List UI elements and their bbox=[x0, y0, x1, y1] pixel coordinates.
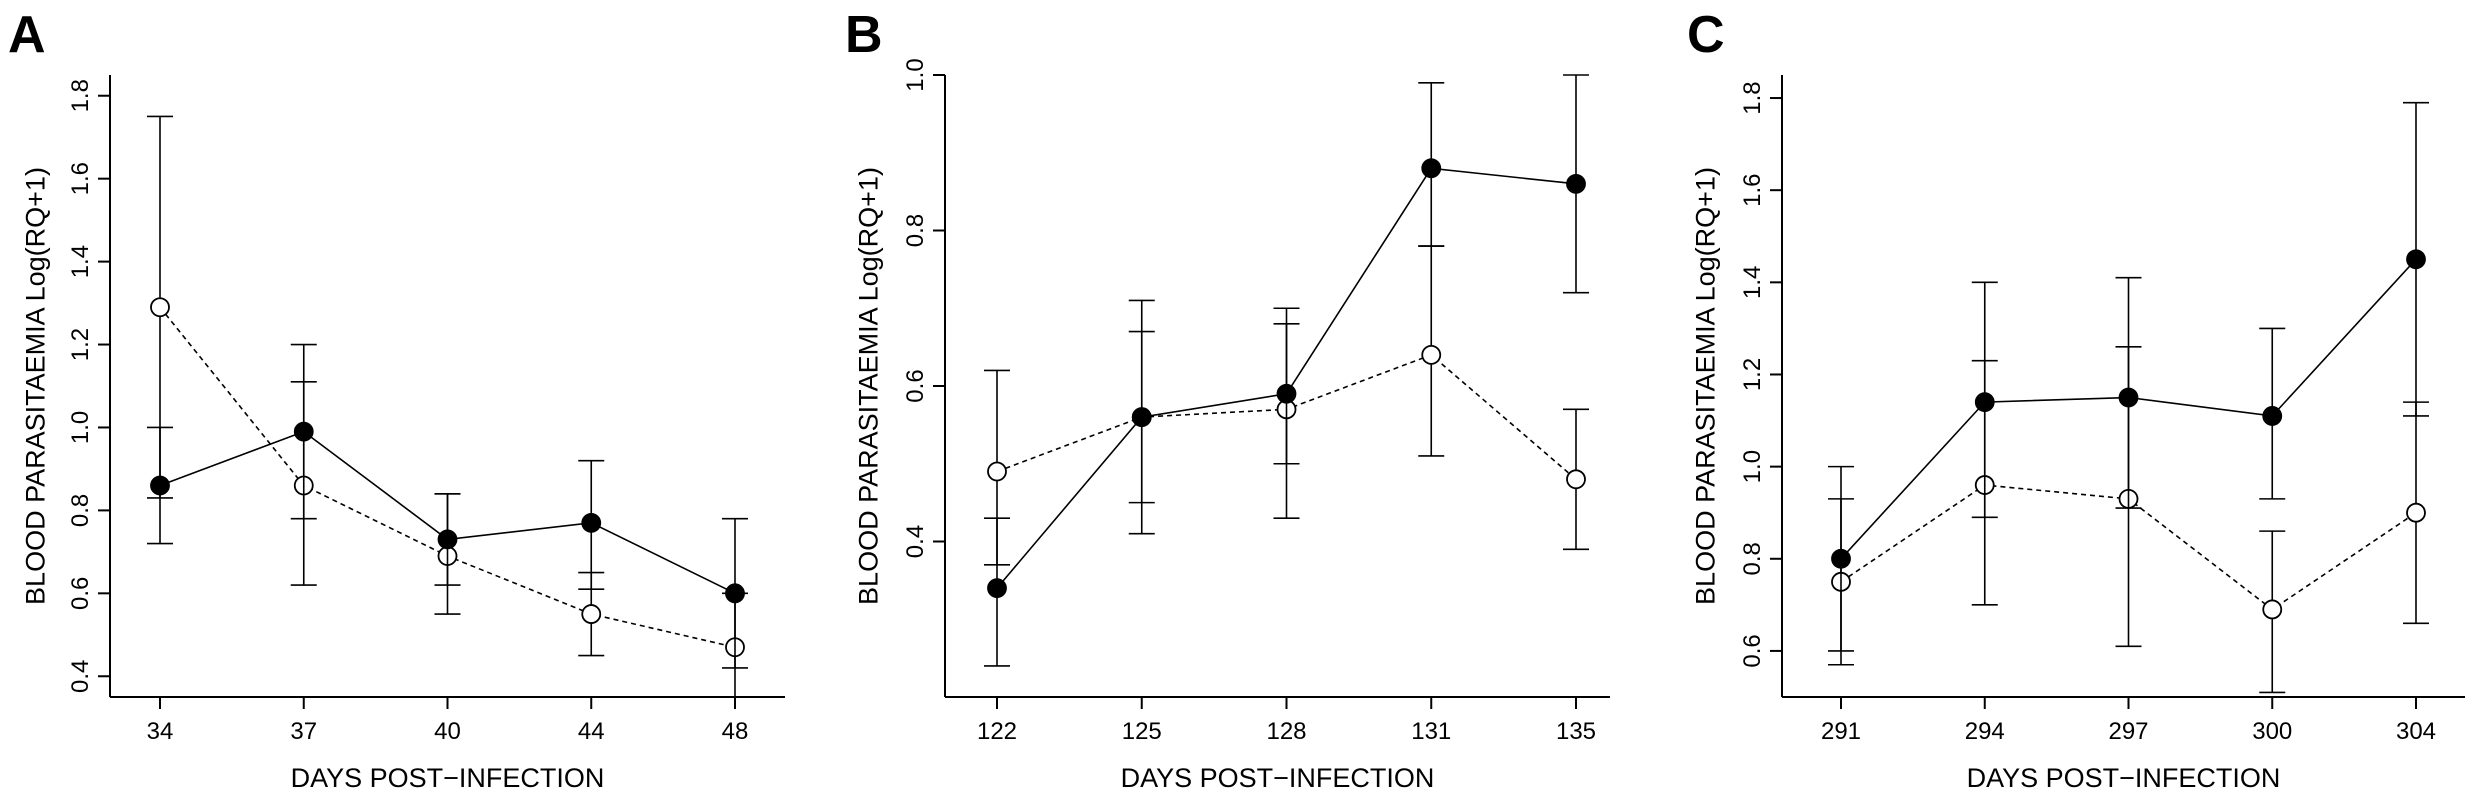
filled-point bbox=[437, 529, 458, 550]
y-tick-label: 1.2 bbox=[67, 328, 94, 361]
x-tick-label: 37 bbox=[290, 718, 317, 745]
y-tick-label: 1.2 bbox=[1739, 358, 1766, 391]
x-tick-label: 48 bbox=[722, 718, 749, 745]
panel-letter: A bbox=[8, 6, 46, 64]
x-tick-label: 304 bbox=[2396, 718, 2436, 745]
x-tick-label: 34 bbox=[147, 718, 174, 745]
y-tick-label: 0.4 bbox=[902, 525, 929, 558]
x-tick-label: 125 bbox=[1122, 718, 1162, 745]
filled-point bbox=[1276, 383, 1297, 404]
x-tick-label: 294 bbox=[1965, 718, 2005, 745]
y-axis-title: BLOOD PARASITAEMIA Log(RQ+1) bbox=[853, 167, 883, 605]
open-point bbox=[987, 461, 1007, 482]
x-tick-label: 128 bbox=[1266, 718, 1306, 745]
filled-point bbox=[1421, 158, 1442, 179]
filled-point bbox=[2118, 387, 2139, 408]
x-tick-label: 300 bbox=[2252, 718, 2292, 745]
open-point bbox=[2406, 502, 2426, 523]
filled-point bbox=[2262, 406, 2283, 426]
filled-point bbox=[1566, 173, 1586, 194]
filled-point bbox=[293, 421, 314, 442]
y-tick-label: 0.8 bbox=[1739, 542, 1766, 575]
open-point bbox=[1566, 469, 1586, 490]
filled-point bbox=[2406, 249, 2426, 270]
panel-b: B 0.4 0.6 0.8 1.0 122 125 128 131 135 DAYS POST−IN… bbox=[845, 6, 1610, 793]
y-tick-label: 1.0 bbox=[1739, 450, 1766, 483]
y-tick-label: 1.4 bbox=[67, 245, 94, 278]
filled-point bbox=[1831, 548, 1851, 569]
series-open bbox=[147, 115, 748, 698]
x-axis-title: DAYS POST−INFECTION bbox=[291, 763, 605, 793]
x-axis-title: DAYS POST−INFECTION bbox=[1967, 763, 2281, 793]
x-tick-label: 291 bbox=[1821, 718, 1861, 745]
x-tick-label: 131 bbox=[1411, 718, 1451, 745]
y-tick-label: 0.4 bbox=[67, 660, 94, 693]
x-tick-label: 40 bbox=[434, 718, 461, 745]
panel-letter: C bbox=[1687, 6, 1725, 64]
y-tick-label: 1.6 bbox=[1739, 173, 1766, 206]
filled-point bbox=[150, 475, 170, 496]
panel-letter: B bbox=[845, 6, 883, 64]
y-tick-label: 1.0 bbox=[67, 411, 94, 444]
panel-c: C 0.6 0.8 1.0 1.2 1.4 1.6 1.8 291 294 297 300 304 DAY… bbox=[1687, 6, 2465, 793]
filled-point bbox=[1974, 392, 1995, 413]
y-tick-label: 0.6 bbox=[902, 369, 929, 402]
y-axis-title: BLOOD PARASITAEMIA Log(RQ+1) bbox=[1690, 167, 1720, 605]
filled-point bbox=[987, 578, 1007, 599]
filled-point bbox=[1131, 407, 1152, 428]
x-tick-label: 122 bbox=[977, 718, 1017, 745]
y-tick-label: 1.0 bbox=[902, 58, 929, 91]
y-tick-label: 1.8 bbox=[1739, 81, 1766, 114]
series-filled bbox=[984, 74, 1589, 667]
y-tick-label: 1.4 bbox=[1739, 266, 1766, 299]
y-tick-label: 1.8 bbox=[67, 79, 94, 112]
open-point bbox=[2262, 599, 2283, 620]
y-tick-label: 1.6 bbox=[67, 162, 94, 195]
open-point bbox=[581, 604, 602, 624]
y-tick-label: 0.6 bbox=[67, 577, 94, 610]
panel-a: A 0.4 0.6 0.8 1.0 1.2 1.4 1.6 1.8 34 37 40 44 48 DAYS … bbox=[8, 6, 785, 793]
x-axis-title: DAYS POST−INFECTION bbox=[1121, 763, 1435, 793]
y-tick-label: 0.8 bbox=[67, 494, 94, 527]
y-axis-title: BLOOD PARASITAEMIA Log(RQ+1) bbox=[20, 167, 50, 605]
open-point bbox=[150, 297, 170, 318]
series-filled bbox=[147, 343, 748, 669]
open-point bbox=[1421, 344, 1442, 365]
x-tick-label: 297 bbox=[2108, 718, 2148, 745]
y-tick-label: 0.6 bbox=[1739, 634, 1766, 667]
y-tick-label: 0.8 bbox=[902, 214, 929, 247]
filled-point bbox=[581, 512, 602, 533]
series-filled bbox=[1828, 101, 2429, 652]
x-tick-label: 135 bbox=[1556, 718, 1596, 745]
filled-point bbox=[725, 583, 745, 604]
x-tick-label: 44 bbox=[578, 718, 605, 745]
